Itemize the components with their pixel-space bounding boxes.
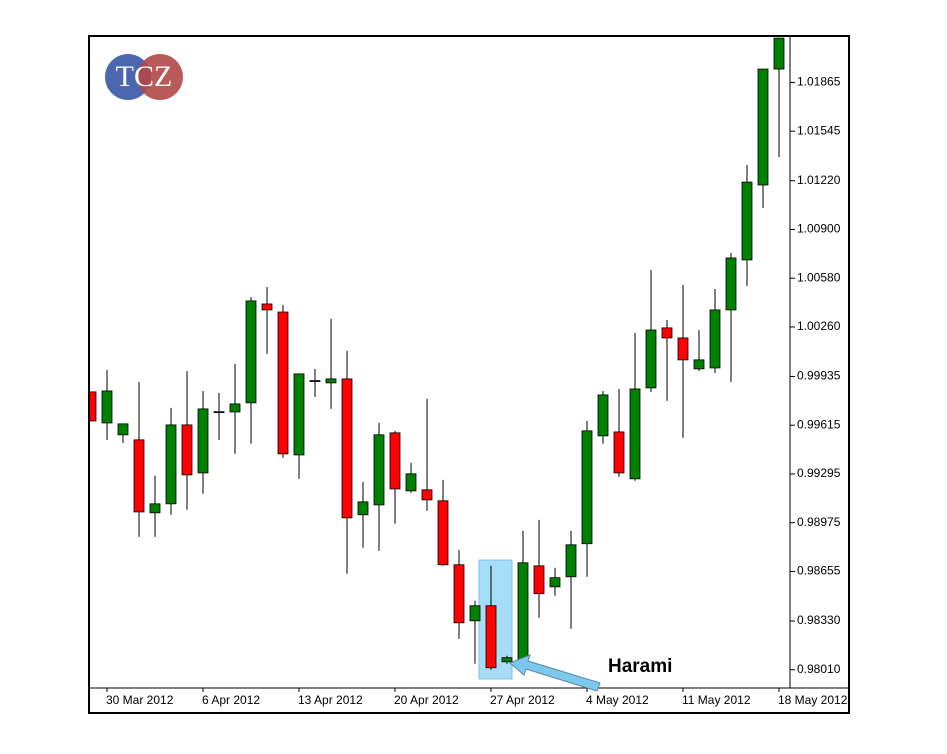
- candle-body: [485, 605, 497, 669]
- candle-body: [261, 303, 273, 311]
- y-tick-label: 0.99935: [797, 369, 841, 383]
- y-tick-label: 1.01545: [797, 123, 841, 137]
- candle-body: [437, 500, 449, 566]
- candle-body: [773, 37, 785, 70]
- candle-body: [149, 503, 161, 514]
- x-tick-label: 4 May 2012: [586, 693, 649, 707]
- candle-body: [453, 564, 465, 624]
- candle-body: [165, 424, 177, 505]
- candle-body: [181, 424, 193, 476]
- candle-body: [389, 432, 401, 490]
- candle-body: [341, 378, 353, 519]
- candle-body: [549, 577, 561, 588]
- y-tick-label: 0.98330: [797, 613, 841, 627]
- x-tick-label: 18 May 2012: [778, 693, 848, 707]
- y-tick-label: 1.01865: [797, 75, 841, 89]
- candle-body: [90, 391, 97, 422]
- y-tick-label: 0.99295: [797, 466, 841, 480]
- logo-circle: [137, 54, 183, 100]
- candle-body: [101, 390, 113, 424]
- candle-body: [533, 565, 545, 595]
- x-tick-label: 6 Apr 2012: [202, 693, 260, 707]
- x-tick-label: 20 Apr 2012: [394, 693, 459, 707]
- candle-body: [405, 473, 417, 492]
- candle-body: [293, 373, 305, 456]
- candle-body: [469, 605, 481, 622]
- candle-body: [645, 329, 657, 389]
- logo: TCZ: [105, 54, 183, 100]
- candle-body: [325, 378, 337, 384]
- candle-body: [757, 68, 769, 186]
- x-tick-label: 30 Mar 2012: [106, 693, 174, 707]
- y-tick-label: 1.00580: [797, 270, 841, 284]
- candle-body: [677, 337, 689, 361]
- candle-body: [277, 311, 289, 455]
- candle-body: [501, 657, 513, 663]
- y-tick-label: 0.98010: [797, 662, 841, 676]
- y-tick-label: 1.00260: [797, 319, 841, 333]
- logo-circle: [105, 54, 151, 100]
- candle-body: [309, 380, 321, 382]
- y-tick-label: 0.98655: [797, 564, 841, 578]
- candle-body: [613, 431, 625, 474]
- candle-body: [741, 181, 753, 261]
- candle-body: [581, 430, 593, 545]
- candle-body: [725, 257, 737, 311]
- y-tick-label: 1.00900: [797, 222, 841, 236]
- candle-body: [661, 327, 673, 339]
- candle-body: [229, 403, 241, 413]
- chart-frame: [88, 35, 850, 714]
- x-tick-label: 13 Apr 2012: [298, 693, 363, 707]
- y-tick-label: 1.01220: [797, 173, 841, 187]
- candle-body: [133, 439, 145, 513]
- candle-body: [357, 501, 369, 516]
- x-tick-label: 11 May 2012: [682, 693, 751, 707]
- candle-body: [421, 489, 433, 501]
- candle-body: [117, 423, 129, 436]
- candle-body: [197, 408, 209, 474]
- candle-body: [597, 394, 609, 437]
- candle-body: [565, 544, 577, 578]
- candle-body: [693, 359, 705, 370]
- annotation: Harami: [608, 656, 672, 677]
- candle-body: [517, 562, 529, 662]
- candle-body: [373, 434, 385, 506]
- candle-body: [629, 388, 641, 480]
- x-tick-label: 27 Apr 2012: [490, 693, 555, 707]
- candle-body: [213, 411, 225, 414]
- annotation-arrow: [509, 654, 601, 692]
- candles: [90, 37, 785, 670]
- logo-text: TCZ: [116, 60, 173, 93]
- y-tick-label: 0.99615: [797, 417, 841, 431]
- candle-body: [245, 300, 257, 404]
- candle-body: [709, 309, 721, 369]
- y-tick-label: 0.98975: [797, 515, 841, 529]
